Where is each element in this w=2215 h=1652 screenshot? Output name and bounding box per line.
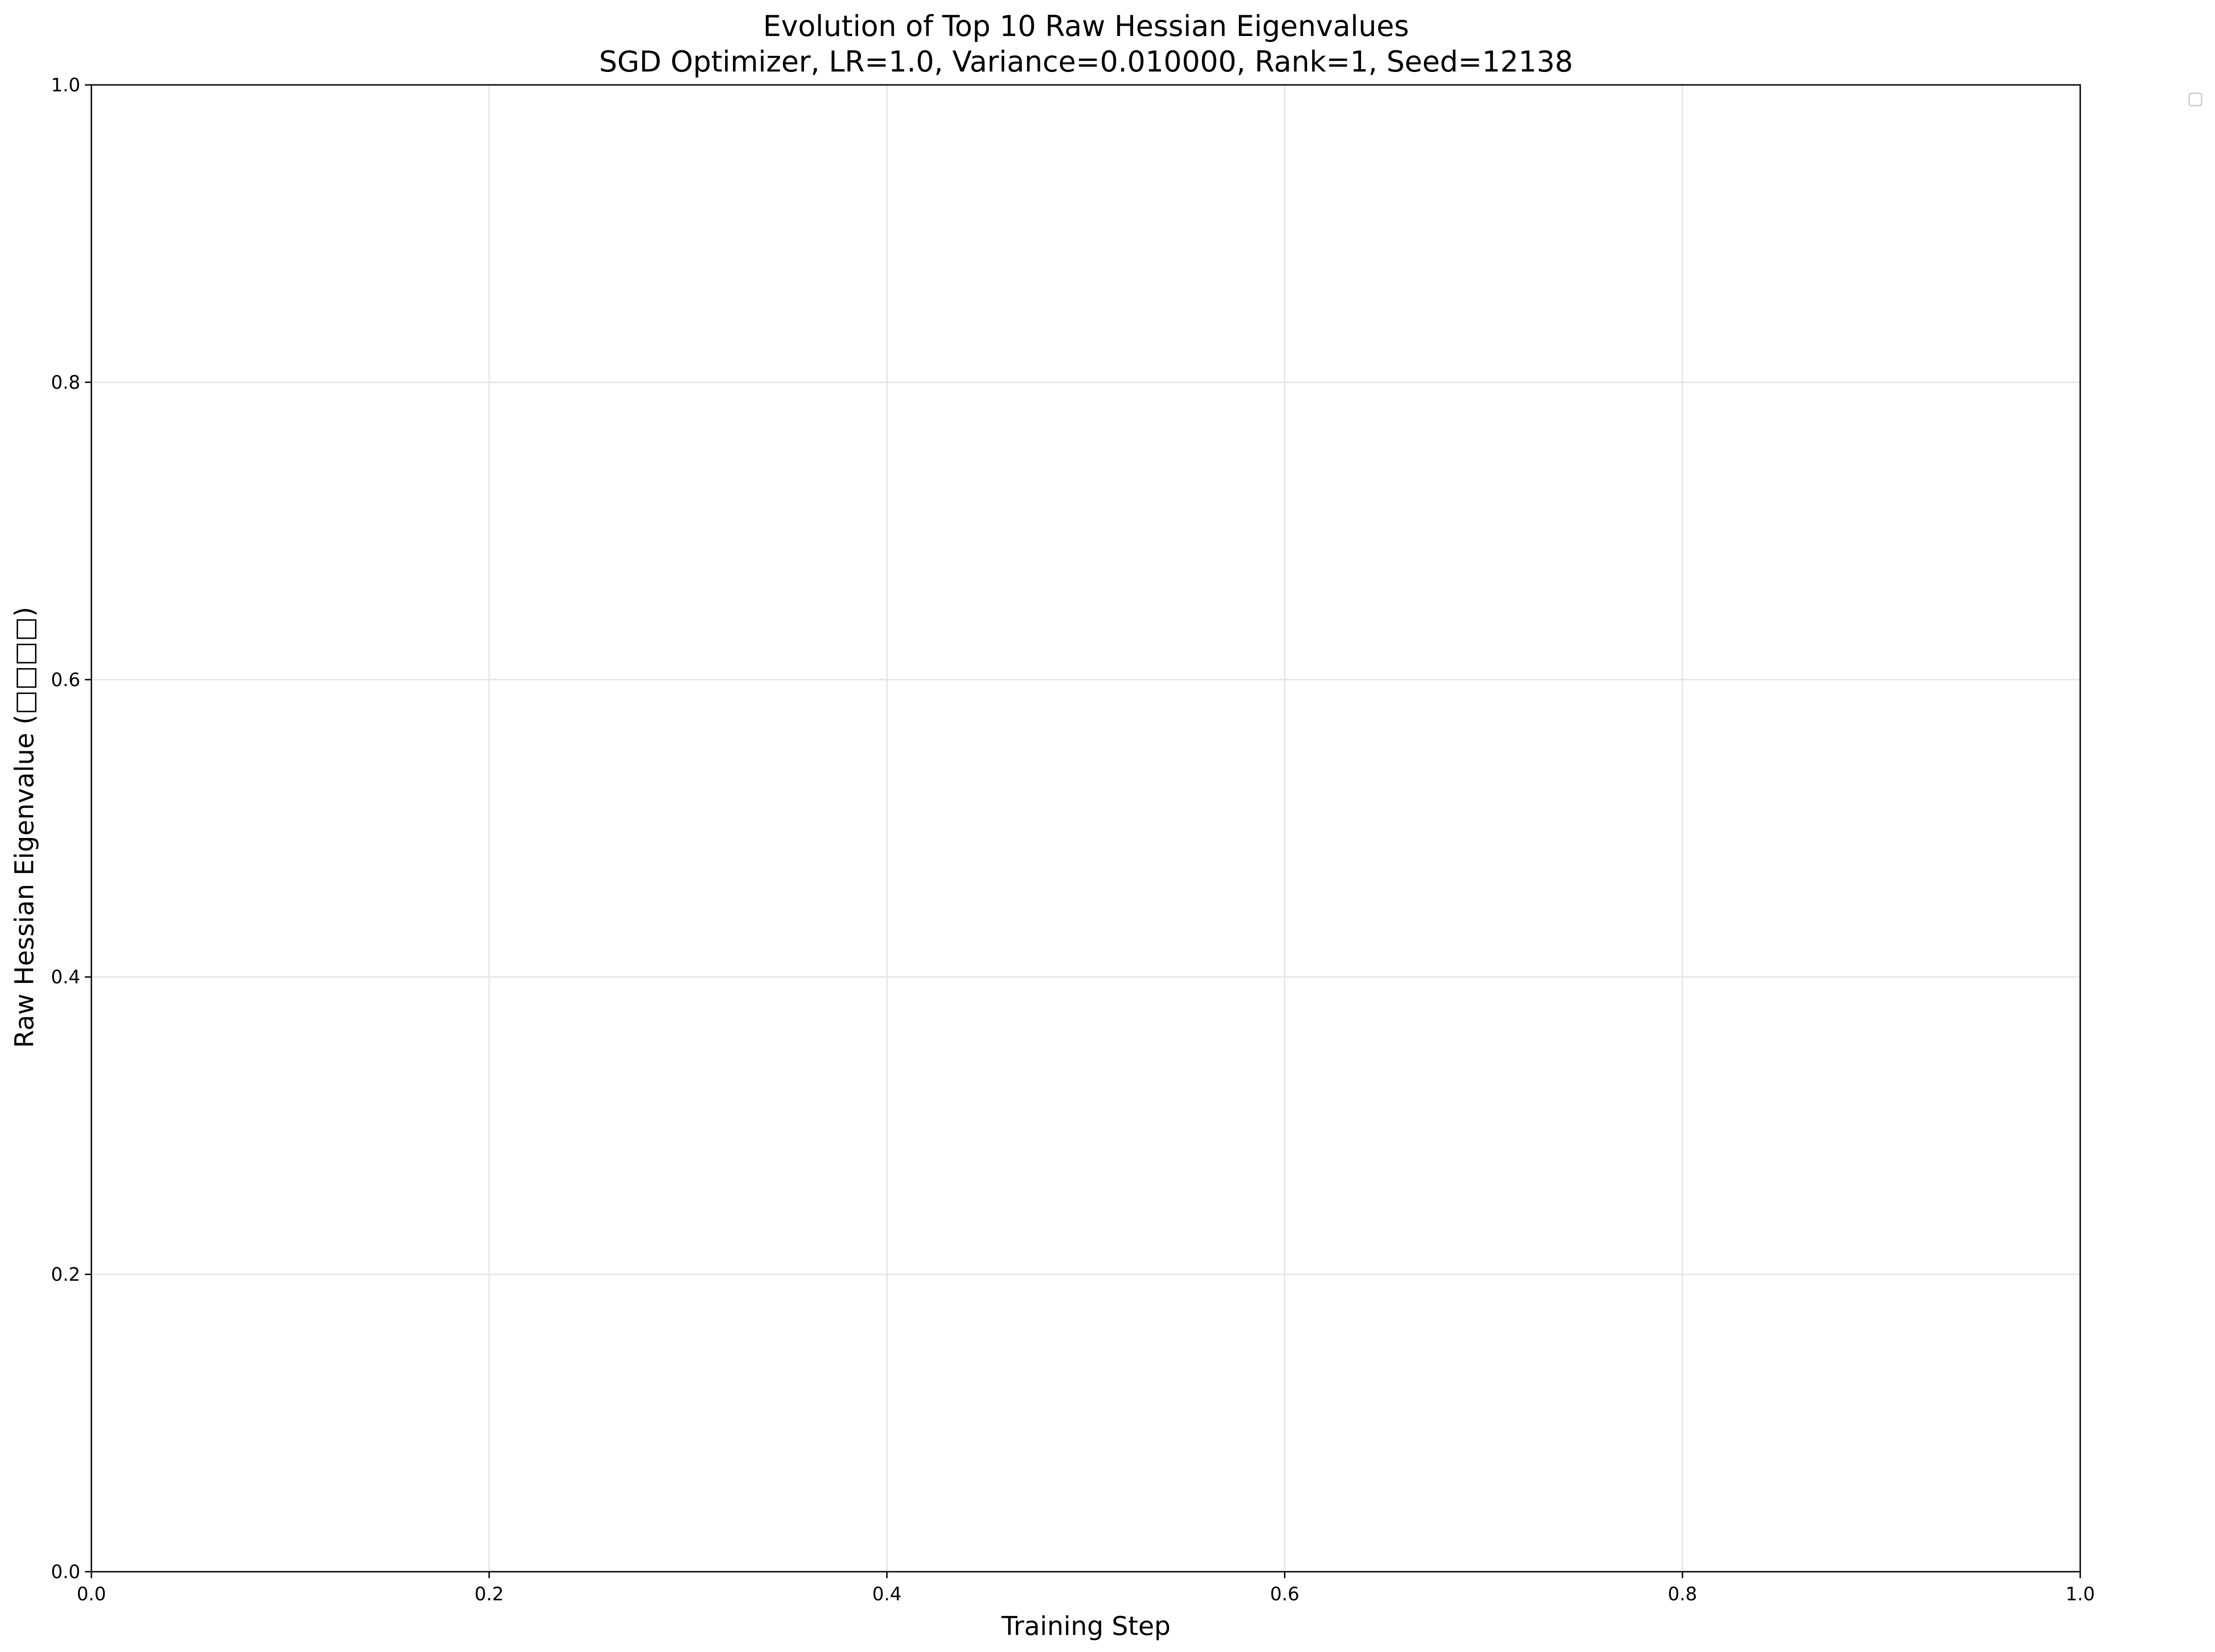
- x-tick-label: 1.0: [2065, 1584, 2095, 1605]
- y-tick-label: 0.6: [51, 670, 80, 691]
- y-tick-label: 0.8: [51, 372, 80, 393]
- chart-subtitle: SGD Optimizer, LR=1.0, Variance=0.010000…: [599, 45, 1573, 78]
- y-tick-label: 0.2: [51, 1264, 80, 1286]
- chart-title: Evolution of Top 10 Raw Hessian Eigenval…: [763, 9, 1409, 43]
- x-tick-label: 0.8: [1668, 1584, 1697, 1605]
- grid-lines: [90, 84, 2081, 1573]
- x-tick-label: 0.4: [872, 1584, 902, 1605]
- y-axis-label: Raw Hessian Eigenvalue (□□□□): [10, 607, 40, 1048]
- y-tick-label: 0.0: [51, 1562, 80, 1583]
- x-tick-label: 0.2: [474, 1584, 504, 1605]
- x-tick-label: 0.6: [1270, 1584, 1300, 1605]
- axis-ticks: 0.0 0.2 0.4 0.6 0.8 1.0 0.0 0.2 0.4 0.6 0.8 1.0: [51, 75, 2095, 1605]
- legend: [2188, 92, 2203, 107]
- y-tick-label: 1.0: [51, 75, 80, 96]
- plot-area: [90, 84, 2081, 1573]
- y-tick-label: 0.4: [51, 967, 80, 988]
- x-tick-label: 0.0: [77, 1584, 106, 1605]
- x-axis-label: Training Step: [1001, 1611, 1171, 1641]
